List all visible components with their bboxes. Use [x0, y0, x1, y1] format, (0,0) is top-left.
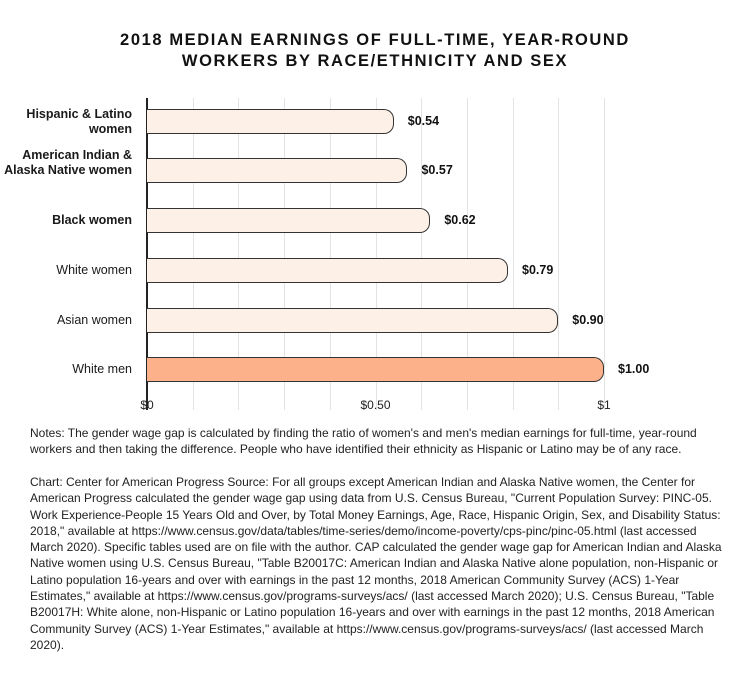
- chart-source: Chart: Center for American Progress Sour…: [30, 475, 722, 652]
- category-label: Asian women: [56, 313, 132, 327]
- y-axis-line: [146, 98, 148, 410]
- chart-title: 2018 MEDIAN EARNINGS OF FULL-TIME, YEAR-…: [0, 30, 750, 72]
- gridline: [512, 98, 514, 410]
- category-label: Black women: [52, 213, 132, 227]
- gridline: [466, 98, 468, 410]
- bar: [147, 158, 408, 183]
- x-tick-label: $0: [140, 398, 154, 412]
- value-label: $0.62: [444, 213, 476, 227]
- gridline: [604, 98, 605, 410]
- chart-title-line-2: WORKERS BY RACE/ETHNICITY AND SEX: [181, 52, 569, 70]
- value-label: $0.57: [421, 163, 453, 177]
- x-tick-label: $0.50: [360, 398, 391, 412]
- bar: [147, 258, 509, 283]
- value-label: $0.90: [572, 313, 604, 327]
- gridline: [284, 98, 286, 410]
- category-label: White men: [72, 362, 132, 376]
- gridline: [192, 98, 194, 410]
- value-label: $0.79: [522, 263, 554, 277]
- gridline: [238, 98, 240, 410]
- value-label: $1.00: [618, 362, 650, 376]
- bar: [147, 109, 394, 134]
- chart-title-line-1: 2018 MEDIAN EARNINGS OF FULL-TIME, YEAR-…: [120, 31, 630, 49]
- x-tick-label: $1: [597, 398, 611, 412]
- gridline: [558, 98, 560, 410]
- category-label: Hispanic & Latino women: [26, 106, 132, 136]
- bar: [147, 308, 559, 333]
- bar: [147, 357, 604, 382]
- gridline: [421, 98, 423, 410]
- gridline: [375, 98, 377, 410]
- value-label: $0.54: [407, 114, 440, 128]
- category-label: American Indian & Alaska Native women: [4, 148, 132, 177]
- chart-notes: Notes: The gender wage gap is calculated…: [30, 426, 697, 456]
- bar: [147, 208, 431, 233]
- category-label: White women: [56, 263, 132, 277]
- gridline: [329, 98, 331, 410]
- bar-chart-plot: Hispanic & Latino women $0.54 American Ind…: [4, 98, 650, 412]
